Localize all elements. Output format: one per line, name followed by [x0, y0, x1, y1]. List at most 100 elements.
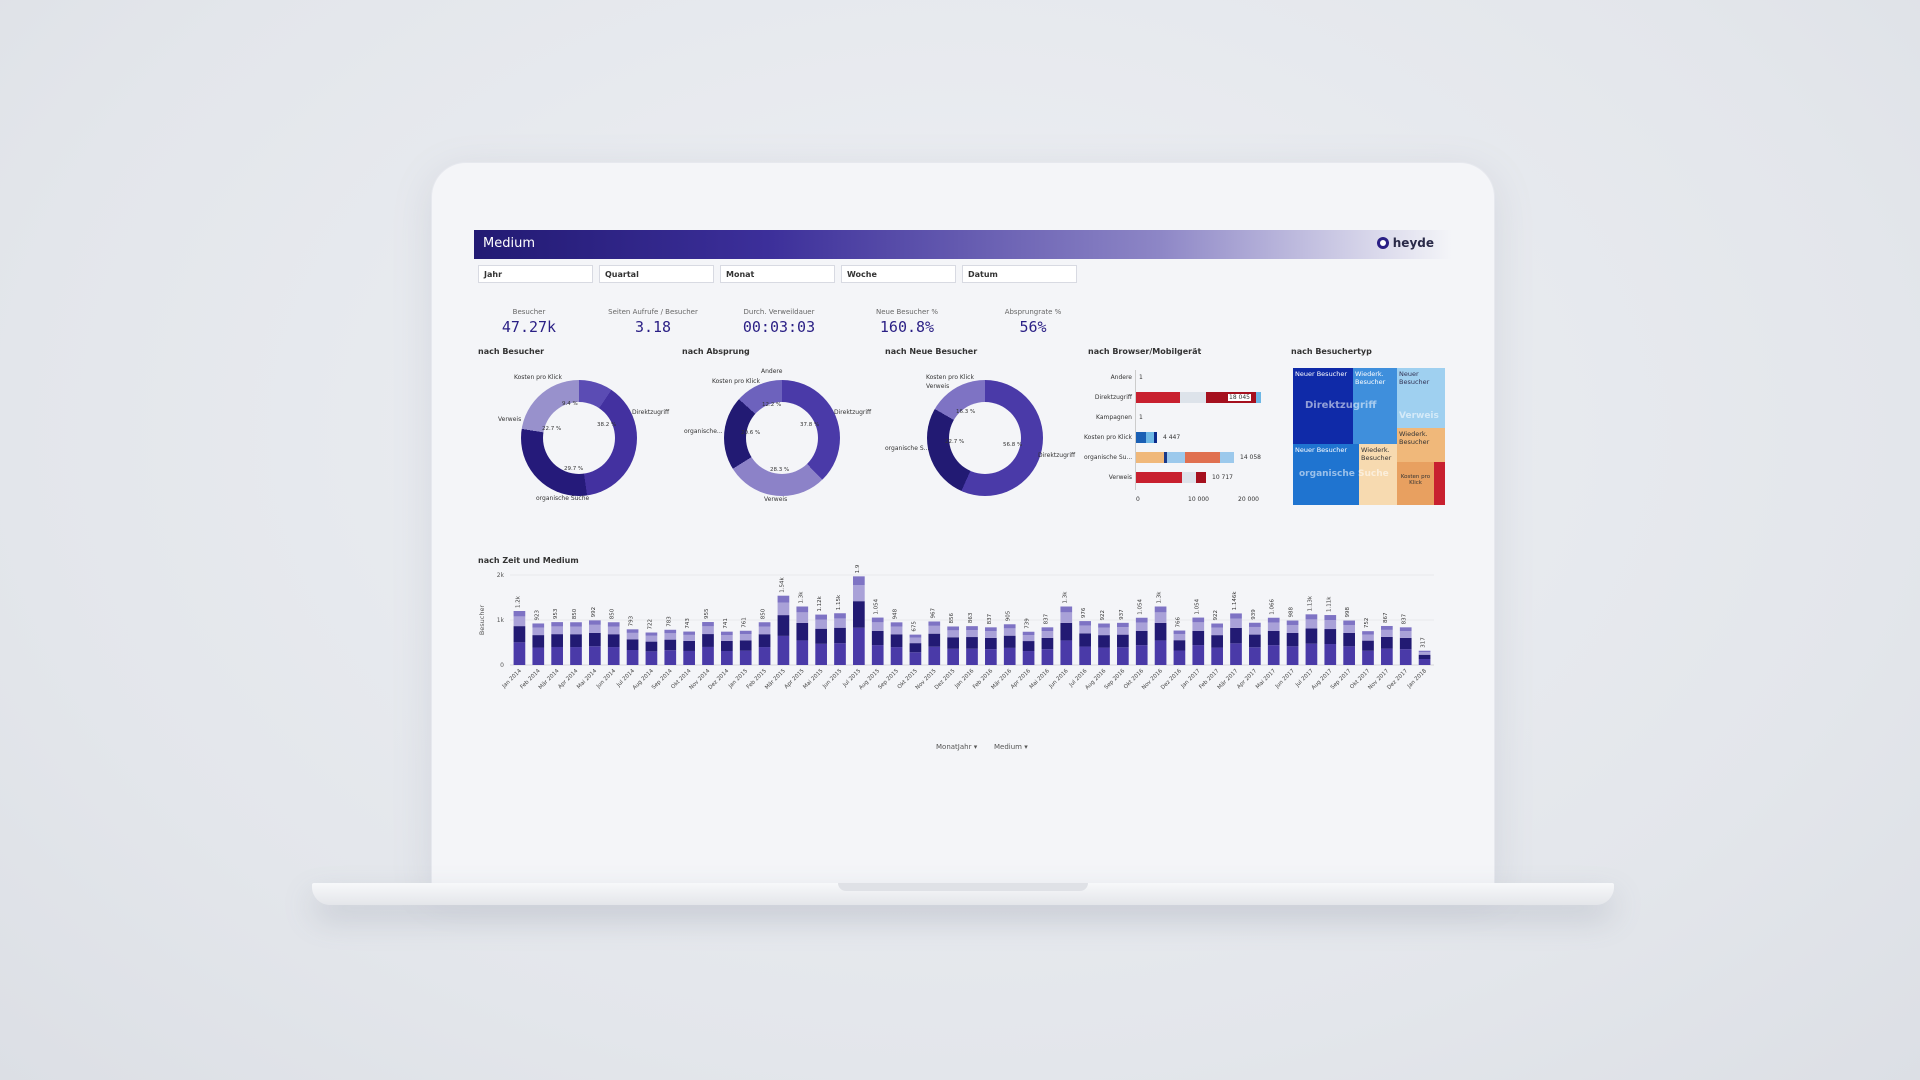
chart-bar-segment[interactable]: [1022, 635, 1035, 642]
chart-bar-segment[interactable]: [1003, 624, 1016, 629]
filter-quartal[interactable]: Quartal: [599, 265, 714, 283]
chart-bar-segment[interactable]: [1362, 631, 1374, 635]
chart-bar-segment[interactable]: [1381, 636, 1393, 649]
chart-bar-segment[interactable]: [1022, 641, 1035, 652]
chart-bar-segment[interactable]: [909, 643, 922, 653]
chart-bar-segment[interactable]: [1098, 647, 1110, 665]
chart-bar-segment[interactable]: [1286, 624, 1299, 633]
chart-bar-segment[interactable]: [890, 626, 903, 635]
browser-bar[interactable]: [1136, 432, 1146, 443]
kpi-verweildauer[interactable]: Durch. Verweildauer 00:03:03: [724, 308, 834, 336]
chart-bar-segment[interactable]: [645, 641, 658, 652]
chart-bar-segment[interactable]: [721, 631, 733, 635]
chart-bar-segment[interactable]: [1154, 612, 1167, 623]
chart-bar-segment[interactable]: [532, 627, 545, 636]
chart-bar-segment[interactable]: [1324, 629, 1337, 645]
chart-bar-segment[interactable]: [702, 634, 714, 647]
chart-bar-segment[interactable]: [928, 633, 941, 647]
chart-bar-segment[interactable]: [1418, 654, 1431, 660]
chart-bar-segment[interactable]: [1098, 627, 1110, 636]
chart-bar-segment[interactable]: [777, 595, 790, 603]
chart-bar-segment[interactable]: [758, 622, 771, 627]
chart-bar-segment[interactable]: [1230, 643, 1242, 665]
browser-bar[interactable]: [1146, 432, 1154, 443]
chart-bar-segment[interactable]: [1249, 626, 1261, 635]
chart-bar-segment[interactable]: [1041, 631, 1054, 638]
chart-bar-segment[interactable]: [1192, 617, 1205, 623]
browser-bar[interactable]: [1136, 472, 1182, 483]
chart-bar-segment[interactable]: [1003, 647, 1016, 665]
chart-bar-segment[interactable]: [551, 626, 563, 635]
chart-bar-segment[interactable]: [1343, 646, 1355, 665]
chart-bar-segment[interactable]: [777, 635, 790, 665]
chart-bar-segment[interactable]: [1249, 647, 1261, 665]
chart-bar-segment[interactable]: [1305, 614, 1318, 620]
chart-bar-segment[interactable]: [966, 648, 978, 665]
chart-bar-segment[interactable]: [1135, 617, 1148, 623]
chart-bar-segment[interactable]: [721, 634, 733, 641]
chart-bar-segment[interactable]: [551, 622, 563, 627]
chart-bar-segment[interactable]: [589, 646, 601, 665]
chart-bar-segment[interactable]: [1305, 628, 1318, 644]
chart-bar-segment[interactable]: [626, 650, 639, 665]
chart-bar-segment[interactable]: [758, 634, 771, 648]
chart-bar-segment[interactable]: [1267, 617, 1280, 623]
kpi-seiten[interactable]: Seiten Aufrufe / Besucher 3.18: [598, 308, 708, 336]
chart-bar-segment[interactable]: [1060, 622, 1073, 641]
chart-bar-segment[interactable]: [1117, 622, 1129, 628]
chart-bar-segment[interactable]: [871, 645, 884, 665]
chart-bar-segment[interactable]: [607, 622, 620, 627]
chart-bar-segment[interactable]: [1324, 620, 1337, 630]
chart-bar-segment[interactable]: [1362, 634, 1374, 641]
chart-bar-segment[interactable]: [815, 619, 827, 629]
browser-bar[interactable]: [1164, 452, 1167, 463]
chart-bar-segment[interactable]: [985, 631, 997, 638]
chart-bar-segment[interactable]: [1381, 648, 1393, 665]
browser-bar[interactable]: [1185, 452, 1220, 463]
chart-bar-segment[interactable]: [796, 612, 809, 623]
chart-bar-segment[interactable]: [966, 630, 978, 638]
chart-bar-segment[interactable]: [1305, 619, 1318, 629]
chart-bar-segment[interactable]: [1211, 627, 1223, 636]
chart-bar-segment[interactable]: [589, 620, 601, 625]
chart-bar-segment[interactable]: [834, 643, 846, 665]
chart-bar-segment[interactable]: [532, 647, 545, 665]
chart-bar-segment[interactable]: [1267, 645, 1280, 665]
chart-bar-segment[interactable]: [1192, 622, 1205, 631]
chart-bar-segment[interactable]: [1192, 645, 1205, 665]
chart-bar-segment[interactable]: [683, 631, 695, 635]
filter-monat[interactable]: Monat: [720, 265, 835, 283]
chart-bar-segment[interactable]: [570, 647, 582, 665]
chart-bar-segment[interactable]: [513, 611, 526, 617]
chart-bar-segment[interactable]: [1192, 630, 1205, 646]
chart-bar-segment[interactable]: [853, 601, 865, 628]
treemap-cell[interactable]: Neuer Besucher: [1293, 444, 1359, 505]
chart-bar-segment[interactable]: [513, 626, 526, 643]
chart-bar-segment[interactable]: [890, 634, 903, 648]
filter-woche[interactable]: Woche: [841, 265, 956, 283]
filter-jahr[interactable]: Jahr: [478, 265, 593, 283]
chart-bar-segment[interactable]: [853, 585, 865, 602]
chart-bar-segment[interactable]: [1135, 622, 1148, 631]
chart-bar-segment[interactable]: [1154, 640, 1167, 665]
browser-bar[interactable]: [1136, 392, 1180, 403]
browser-bar[interactable]: [1180, 392, 1206, 403]
chart-bar-segment[interactable]: [1324, 615, 1337, 621]
chart-bar-segment[interactable]: [1399, 649, 1412, 665]
chart-bar-segment[interactable]: [1267, 622, 1280, 631]
kpi-neue-besucher[interactable]: Neue Besucher % 160.8%: [852, 308, 962, 336]
chart-bar-segment[interactable]: [1249, 622, 1261, 627]
browser-bar[interactable]: [1182, 472, 1196, 483]
chart-bar-segment[interactable]: [834, 618, 846, 628]
chart-bar-segment[interactable]: [1079, 621, 1091, 626]
chart-bar-segment[interactable]: [1343, 632, 1355, 647]
chart-bar-segment[interactable]: [570, 634, 582, 648]
chart-bar-segment[interactable]: [909, 652, 922, 665]
chart-bar-segment[interactable]: [1079, 633, 1091, 647]
chart-bar-segment[interactable]: [739, 630, 752, 635]
chart-bar-segment[interactable]: [1098, 623, 1110, 628]
chart-bar-segment[interactable]: [1117, 634, 1129, 648]
chart-bar-segment[interactable]: [1060, 612, 1073, 623]
chart-bar-segment[interactable]: [947, 637, 959, 649]
chart-bar-segment[interactable]: [683, 640, 695, 651]
